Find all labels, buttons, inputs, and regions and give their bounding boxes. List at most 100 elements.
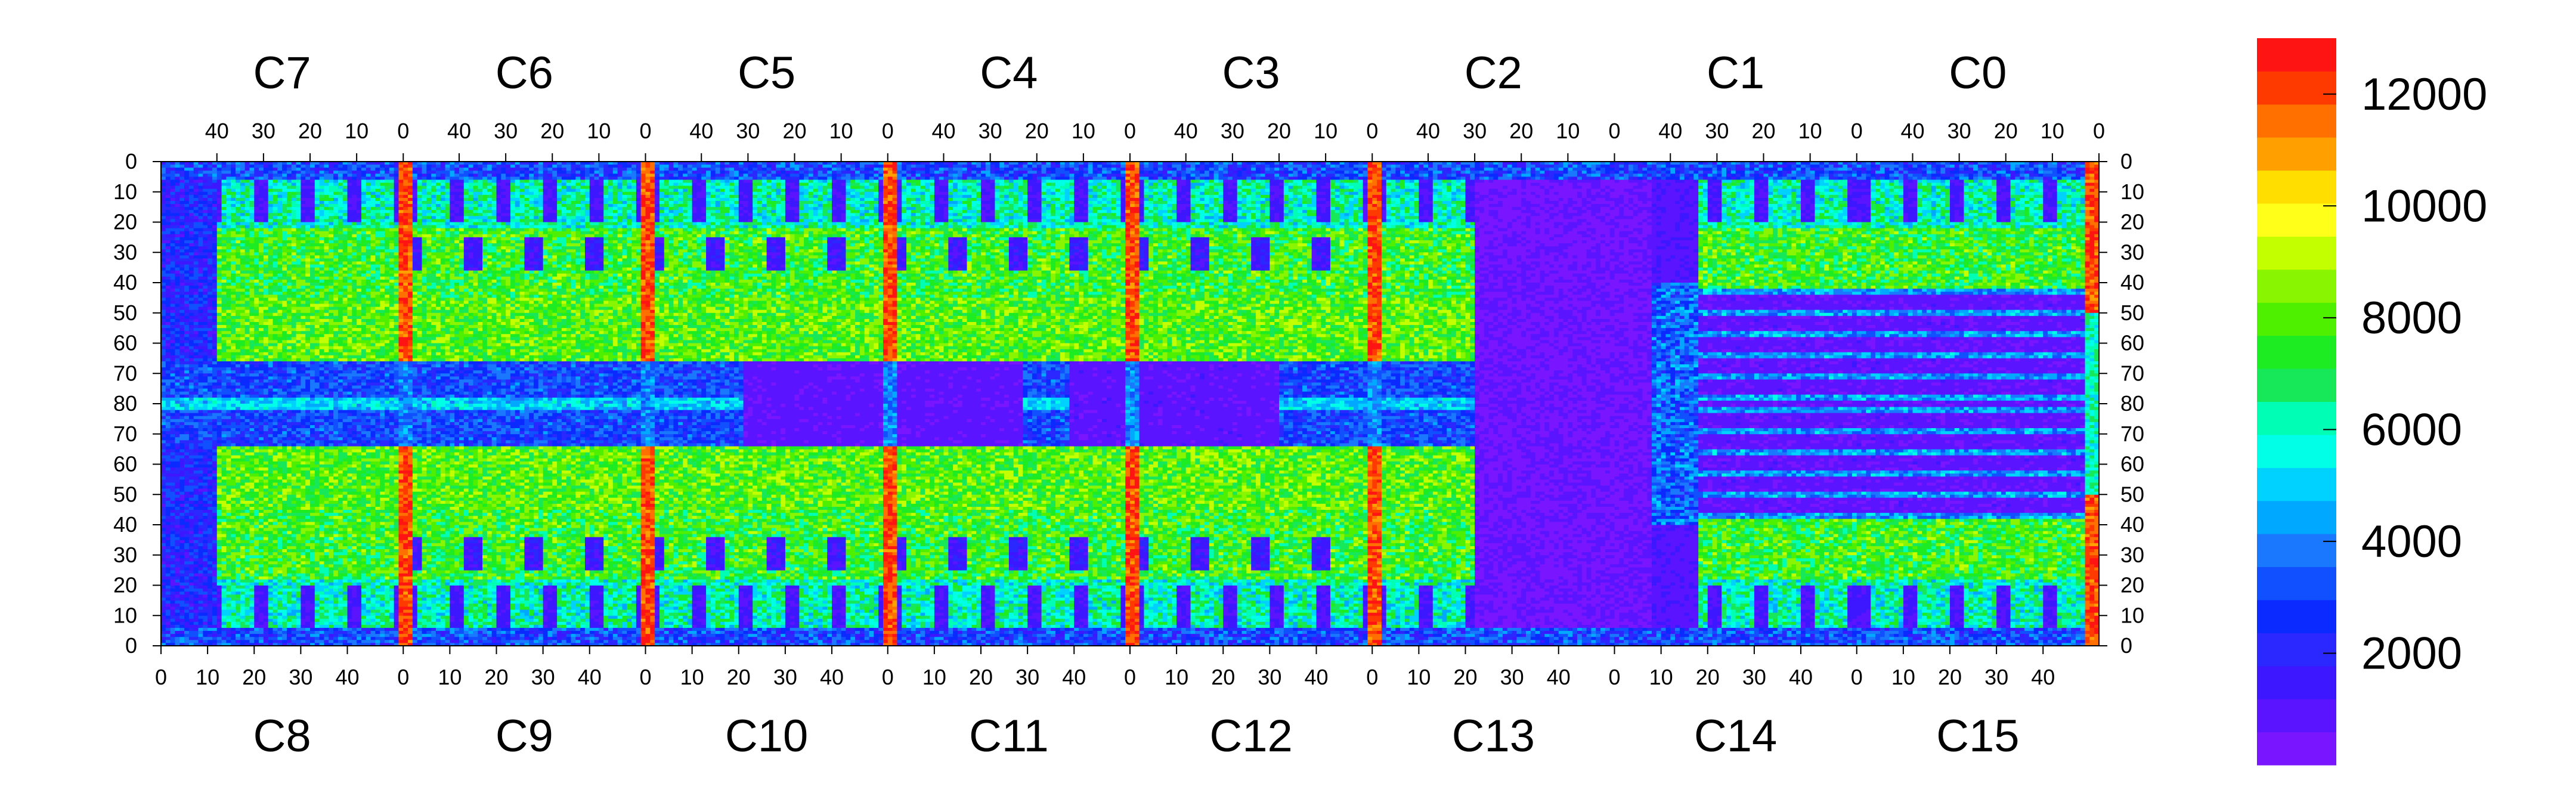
heatmap-cell (1959, 174, 1964, 177)
heatmap-cell (1475, 165, 1479, 168)
heatmap-cell (1540, 171, 1545, 174)
heatmap-cell (305, 168, 310, 171)
heatmap-cell (1023, 177, 1032, 179)
heatmap-cell (603, 183, 608, 186)
heatmap-cell (930, 174, 934, 177)
heatmap-cell (1111, 165, 1116, 168)
heatmap-cell (1521, 183, 1526, 186)
heatmap-cell (249, 177, 254, 179)
heatmap-cell (1717, 165, 1722, 168)
heatmap-cell (734, 174, 739, 177)
heatmap-cell (1097, 165, 1102, 168)
heatmap-cell (1377, 183, 1382, 186)
heatmap-cell (655, 174, 660, 177)
heatmap-cell (413, 171, 417, 174)
heatmap-cell (1321, 171, 1326, 174)
heatmap-cell (865, 165, 869, 168)
heatmap-cell (1367, 179, 1372, 182)
heatmap-cell (1233, 174, 1237, 177)
heatmap-cell (380, 177, 385, 179)
heatmap-cell (520, 183, 525, 186)
heatmap-cell (1209, 179, 1214, 182)
heatmap-cell (1615, 165, 1620, 168)
heatmap-cell (739, 179, 744, 182)
heatmap-cell (2062, 174, 2067, 177)
heatmap-cell (1484, 177, 1489, 179)
heatmap-cell (538, 171, 543, 174)
heatmap-cell (818, 171, 823, 174)
heatmap-cell (398, 165, 403, 168)
heatmap-cell (1754, 168, 1759, 171)
heatmap-cell (482, 171, 501, 174)
heatmap-cell (729, 174, 734, 177)
heatmap-cell (1731, 174, 1736, 177)
heatmap-cell (1670, 168, 1675, 171)
heatmap-cell (1764, 165, 1769, 168)
heatmap-cell (236, 177, 245, 179)
heatmap-cell (408, 168, 413, 171)
heatmap-cell (2057, 165, 2062, 168)
heatmap-cell (510, 179, 515, 182)
heatmap-cell (361, 165, 366, 168)
heatmap-cell (976, 179, 981, 182)
heatmap-cell (333, 179, 338, 182)
heatmap-cell (1992, 168, 2001, 171)
heatmap-cell (1148, 179, 1158, 182)
heatmap-cell (716, 168, 720, 171)
heatmap-cell (696, 179, 701, 182)
heatmap-cell (333, 177, 338, 179)
heatmap-cell (1163, 168, 1168, 171)
heatmap-cell (352, 168, 357, 171)
heatmap-cell (701, 165, 711, 168)
heatmap-cell (2057, 168, 2062, 171)
heatmap-cell (883, 183, 888, 186)
heatmap-cell (1293, 179, 1302, 182)
heatmap-cell (813, 174, 818, 177)
heatmap-cell (1442, 171, 1451, 174)
heatmap-cell (999, 183, 1004, 186)
heatmap-cell (301, 171, 305, 174)
heatmap-cell (1535, 171, 1540, 174)
heatmap-cell (1456, 168, 1461, 171)
heatmap-cell (590, 179, 595, 182)
heatmap-cell (1382, 171, 1386, 174)
heatmap-cell (1489, 171, 1494, 174)
heatmap-cell (1069, 171, 1074, 174)
heatmap-cell (1889, 177, 1894, 179)
heatmap-cell (1079, 168, 1083, 171)
heatmap-cell (1642, 174, 1647, 177)
heatmap-cell (631, 165, 636, 168)
heatmap-cell (1731, 171, 1736, 174)
heatmap-cell (958, 177, 962, 179)
heatmap-cell (1302, 171, 1307, 174)
heatmap-cell (1815, 179, 1819, 182)
heatmap-cell (1600, 174, 1605, 177)
heatmap-cell (631, 171, 636, 174)
heatmap-cell (245, 171, 255, 174)
heatmap-cell (1638, 177, 1643, 179)
heatmap-cell (547, 171, 552, 174)
heatmap-cell (1978, 179, 1983, 182)
heatmap-cell (1209, 171, 1214, 174)
heatmap-cell (1042, 168, 1046, 171)
heatmap-cell (1577, 183, 1592, 186)
heatmap-cell (1512, 165, 1517, 168)
heatmap-cell (1209, 168, 1214, 171)
heatmap-cell (646, 177, 651, 179)
heatmap-cell (767, 165, 772, 168)
heatmap-cell (1284, 171, 1293, 174)
heatmap-cell (240, 171, 245, 174)
heatmap-cell (203, 179, 208, 182)
heatmap-cell (1442, 179, 1447, 182)
heatmap-cell (1298, 168, 1307, 171)
heatmap-cell (804, 171, 809, 174)
heatmap-cell (445, 168, 450, 171)
heatmap-cell (543, 168, 548, 171)
heatmap-cell (939, 183, 949, 186)
heatmap-cell (445, 174, 450, 177)
heatmap-cell (1228, 168, 1233, 171)
heatmap-cell (580, 183, 585, 186)
heatmap-cell (501, 171, 506, 174)
heatmap-cell (1661, 165, 1666, 168)
heatmap-cell (1461, 177, 1466, 179)
